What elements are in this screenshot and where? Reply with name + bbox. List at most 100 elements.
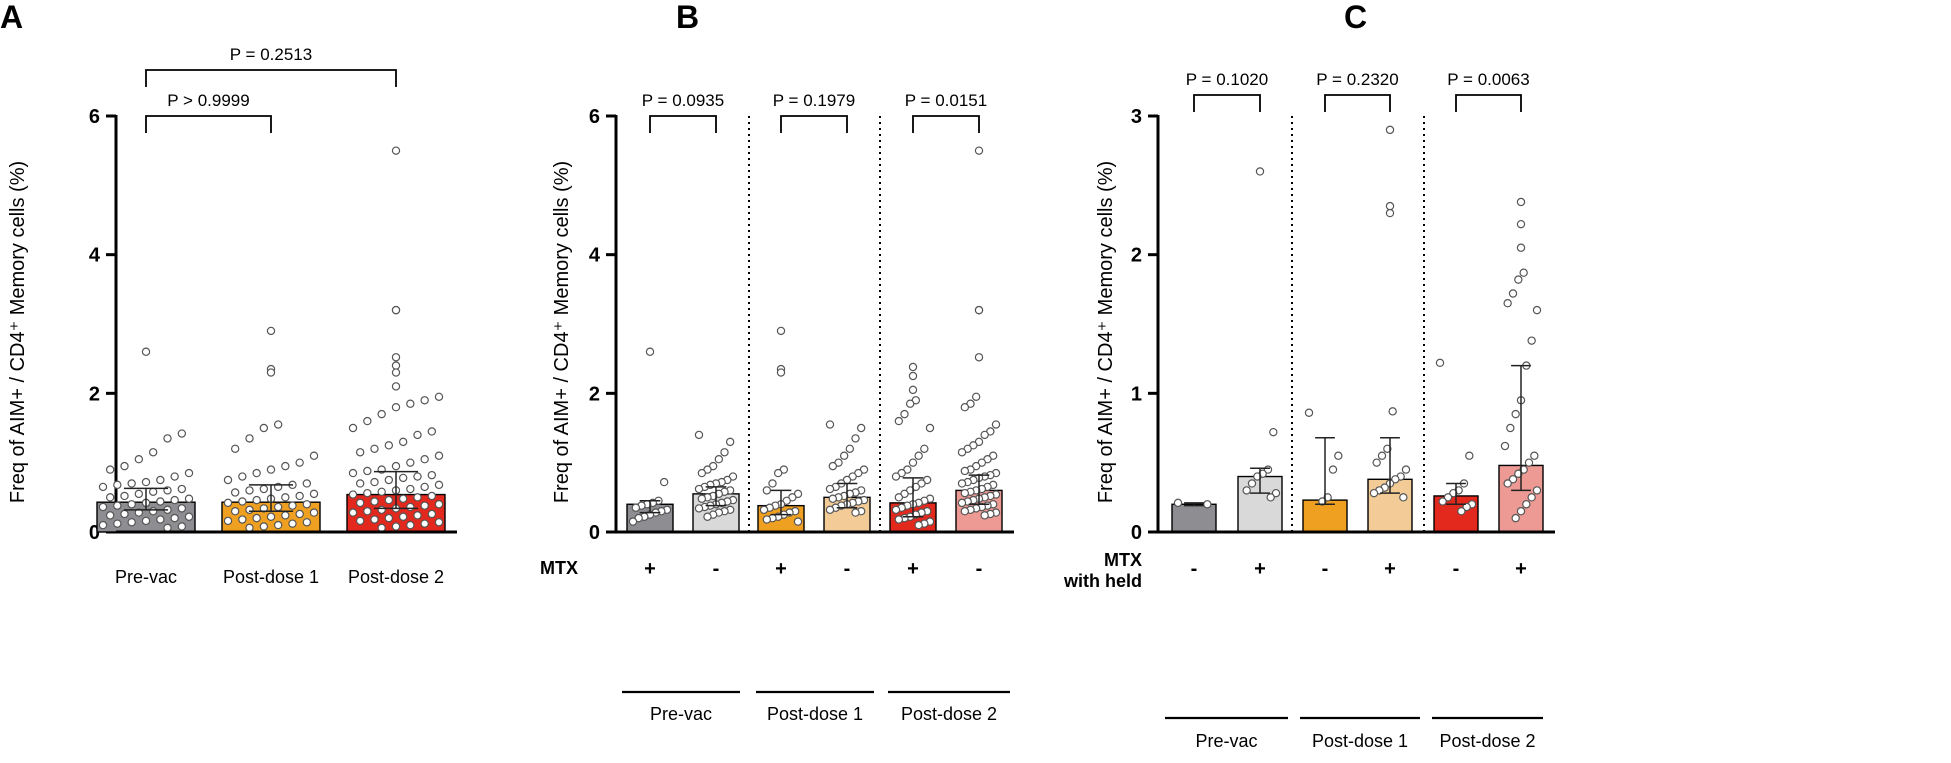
data-point [252, 495, 261, 505]
data-point [427, 509, 437, 519]
data-point [1391, 475, 1400, 484]
data-point [230, 488, 240, 497]
data-point [377, 523, 386, 533]
data-point [245, 505, 254, 515]
data-point [974, 146, 984, 155]
data-point [856, 423, 866, 433]
mtx-sign: + [907, 558, 919, 580]
y-axis-label: Freq of AIM+ / CD4⁺ Memory cells (%) [1095, 161, 1117, 503]
data-point [1242, 486, 1251, 495]
data-point [266, 326, 276, 336]
data-point [694, 484, 704, 494]
data-point [1203, 500, 1212, 509]
data-point [1388, 407, 1397, 416]
data-point [1516, 219, 1526, 229]
data-point [120, 509, 129, 519]
data-point [1522, 500, 1531, 509]
bar [1171, 503, 1217, 533]
data-point [238, 497, 247, 506]
data-point [363, 466, 372, 476]
data-point [703, 512, 712, 521]
y-tick-label: 4 [589, 245, 601, 267]
data-point [259, 522, 269, 531]
data-point [434, 392, 444, 401]
group-label: Pre-vac [650, 704, 712, 724]
data-point [1438, 497, 1447, 506]
data-point [398, 512, 408, 521]
panel-letter-a: A [0, 0, 23, 35]
data-point [1247, 479, 1257, 488]
data-point [184, 494, 194, 503]
data-point [406, 520, 415, 530]
data-point [1369, 488, 1379, 498]
data-point [1253, 472, 1262, 481]
data-point [384, 441, 394, 450]
data-point [839, 451, 849, 460]
data-point [645, 347, 655, 356]
data-point [120, 461, 129, 471]
data-point [252, 513, 261, 523]
data-point [223, 498, 233, 508]
p-value-label: P = 0.2513 [230, 45, 312, 64]
comparison-bracket [145, 69, 397, 87]
data-point [768, 479, 777, 488]
data-point [113, 480, 122, 490]
data-point [355, 448, 365, 457]
data-point [1530, 451, 1539, 460]
data-point [759, 505, 769, 515]
data-point [1377, 451, 1387, 460]
y-tick-label: 6 [589, 106, 600, 128]
data-point [156, 515, 165, 524]
data-point [1435, 358, 1445, 368]
data-point [266, 368, 276, 377]
data-point [406, 502, 415, 512]
data-point [1503, 299, 1512, 308]
data-point [694, 430, 704, 440]
data-point [406, 458, 415, 467]
data-point [170, 495, 179, 505]
mtx-sign: + [1384, 558, 1396, 580]
data-point [302, 479, 312, 488]
comparison-bracket [1455, 94, 1522, 112]
data-point [894, 493, 904, 502]
data-point [1269, 427, 1278, 437]
data-point [851, 508, 860, 517]
data-point [957, 498, 967, 508]
y-tick-label: 6 [89, 106, 100, 128]
x-category-label: Pre-vac [115, 567, 177, 587]
data-point [266, 465, 276, 474]
data-point [908, 385, 918, 395]
data-point [113, 519, 122, 528]
mtx-sign: - [713, 558, 720, 580]
data-point [273, 420, 283, 429]
data-point [1304, 408, 1314, 417]
data-point [825, 484, 835, 494]
data-point [309, 451, 319, 460]
data-point [980, 430, 989, 440]
data-point [127, 518, 136, 527]
data-point [377, 409, 386, 419]
data-point [1173, 498, 1183, 508]
data-point [1532, 305, 1542, 315]
data-point [363, 488, 372, 498]
data-point [434, 480, 444, 490]
data-point [177, 522, 187, 531]
data-point [1462, 502, 1471, 512]
y-tick-label: 4 [89, 245, 101, 267]
data-point [309, 508, 319, 517]
p-value-label: P = 0.0151 [905, 91, 987, 110]
data-point [851, 434, 860, 443]
data-point [1271, 488, 1281, 498]
y-tick-label: 0 [89, 522, 100, 544]
data-point [163, 434, 172, 443]
data-point [273, 502, 283, 512]
data-point [891, 505, 901, 515]
data-point [259, 484, 269, 494]
data-point [1328, 465, 1338, 474]
data-point [900, 409, 909, 419]
y-axis-label: Freq of AIM+ / CD4⁺ Memory cells (%) [7, 161, 29, 503]
data-point [1516, 507, 1526, 516]
data-point [914, 451, 923, 460]
data-point [391, 461, 401, 471]
data-point [348, 468, 358, 478]
